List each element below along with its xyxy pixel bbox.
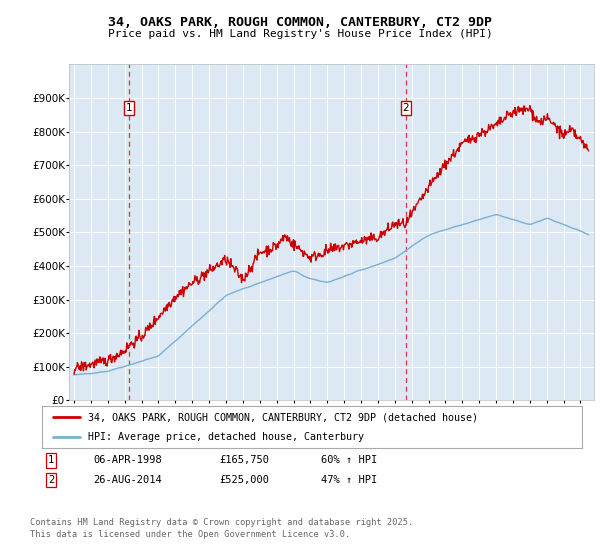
Text: 47% ↑ HPI: 47% ↑ HPI [321, 475, 377, 485]
Text: 2: 2 [403, 103, 409, 113]
Text: 26-AUG-2014: 26-AUG-2014 [93, 475, 162, 485]
Text: 2: 2 [48, 475, 54, 485]
Text: 60% ↑ HPI: 60% ↑ HPI [321, 455, 377, 465]
Text: HPI: Average price, detached house, Canterbury: HPI: Average price, detached house, Cant… [88, 432, 364, 442]
Text: Price paid vs. HM Land Registry's House Price Index (HPI): Price paid vs. HM Land Registry's House … [107, 29, 493, 39]
Text: £165,750: £165,750 [219, 455, 269, 465]
Text: 06-APR-1998: 06-APR-1998 [93, 455, 162, 465]
Text: Contains HM Land Registry data © Crown copyright and database right 2025.
This d: Contains HM Land Registry data © Crown c… [30, 518, 413, 539]
Text: £525,000: £525,000 [219, 475, 269, 485]
Text: 34, OAKS PARK, ROUGH COMMON, CANTERBURY, CT2 9DP: 34, OAKS PARK, ROUGH COMMON, CANTERBURY,… [108, 16, 492, 29]
Text: 1: 1 [126, 103, 133, 113]
Text: 34, OAKS PARK, ROUGH COMMON, CANTERBURY, CT2 9DP (detached house): 34, OAKS PARK, ROUGH COMMON, CANTERBURY,… [88, 412, 478, 422]
Text: 1: 1 [48, 455, 54, 465]
